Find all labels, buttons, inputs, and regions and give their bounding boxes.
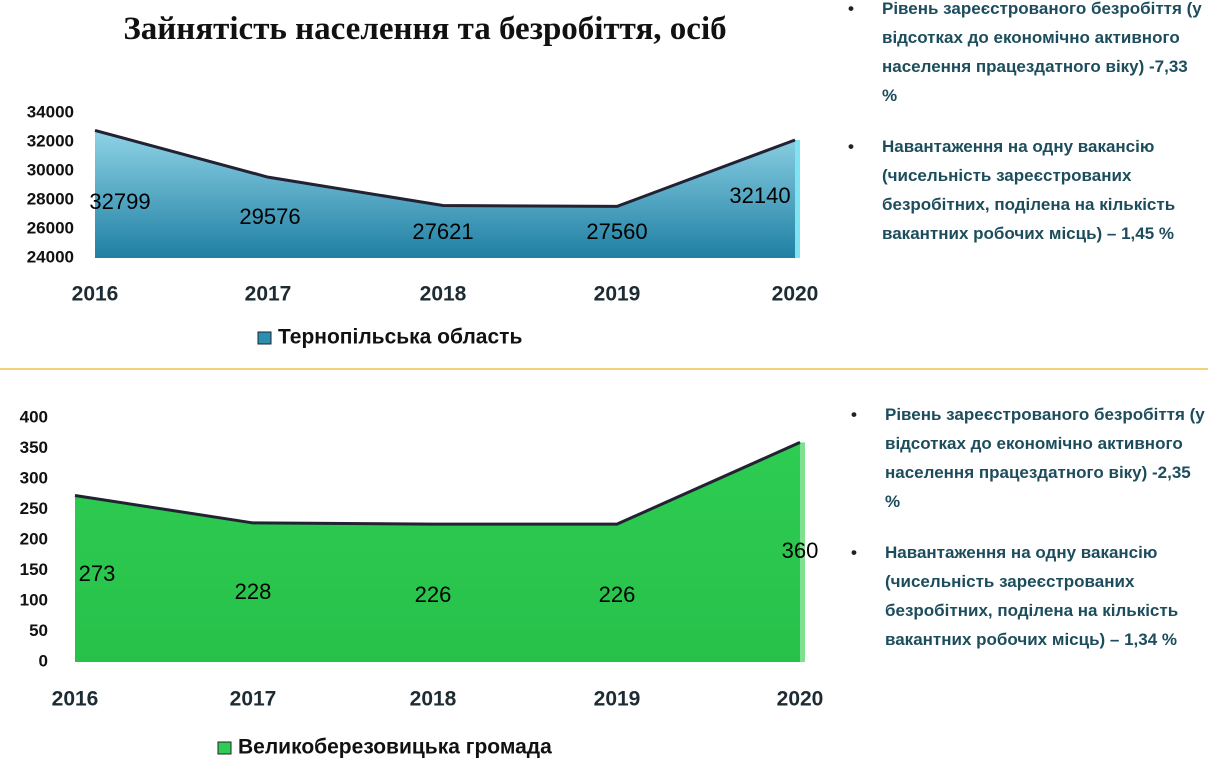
area [75, 442, 800, 662]
x-tick-label: 2018 [420, 283, 467, 306]
note: Навантаження на одну вакансію (чисельніс… [851, 538, 1208, 654]
data-label: 29576 [239, 204, 300, 229]
y-tick-label: 24000 [27, 247, 74, 266]
x-tick-label: 2020 [777, 688, 824, 711]
legend-label: Тернопільська область [278, 326, 522, 349]
x-tick-label: 2017 [245, 283, 292, 306]
y-tick-label: 50 [29, 621, 48, 640]
note: Рівень зареєстрованого безробіття (у від… [851, 400, 1208, 516]
data-label: 226 [599, 582, 636, 607]
y-tick-label: 100 [20, 590, 48, 609]
data-label: 360 [782, 538, 819, 563]
area [95, 130, 795, 258]
y-tick-label: 28000 [27, 189, 74, 208]
note: Навантаження на одну вакансію (чисельніс… [848, 132, 1207, 248]
y-tick-label: 30000 [27, 160, 74, 179]
x-tick-label: 2020 [772, 283, 819, 306]
x-tick-label: 2017 [230, 688, 277, 711]
y-tick-label: 26000 [27, 218, 74, 237]
x-tick-label: 2019 [594, 283, 641, 306]
notes: Рівень зареєстрованого безробіття (у від… [848, 0, 1207, 270]
y-tick-label: 150 [20, 560, 48, 579]
legend-swatch [217, 741, 232, 755]
x-tick-label: 2019 [594, 688, 641, 711]
y-tick-label: 300 [20, 468, 48, 487]
data-label: 226 [415, 582, 452, 607]
y-tick-label: 250 [20, 499, 48, 518]
legend-swatch [257, 331, 272, 345]
area-edge [74, 441, 801, 526]
data-label: 228 [235, 579, 272, 604]
data-label: 273 [79, 561, 116, 586]
y-tick-label: 200 [20, 529, 48, 548]
area-edge [94, 128, 796, 208]
y-tick-label: 34000 [27, 102, 74, 121]
x-tick-label: 2016 [72, 283, 119, 306]
x-tick-label: 2016 [52, 688, 99, 711]
data-label: 32140 [729, 183, 790, 208]
data-label: 32799 [89, 189, 150, 214]
data-label: 27621 [412, 219, 473, 244]
note: Рівень зареєстрованого безробіття (у від… [848, 0, 1207, 110]
x-tick-label: 2018 [410, 688, 457, 711]
y-tick-label: 0 [39, 651, 48, 670]
y-tick-label: 32000 [27, 131, 74, 150]
y-tick-label: 400 [20, 407, 48, 426]
notes: Рівень зареєстрованого безробіття (у від… [851, 400, 1208, 676]
y-tick-label: 350 [20, 438, 48, 457]
area-side [800, 442, 805, 662]
data-label: 27560 [586, 219, 647, 244]
legend-label: Великоберезовицька громада [238, 736, 552, 759]
area-side [795, 139, 800, 258]
title: Зайнятість населення та безробіття, осіб [123, 11, 727, 47]
